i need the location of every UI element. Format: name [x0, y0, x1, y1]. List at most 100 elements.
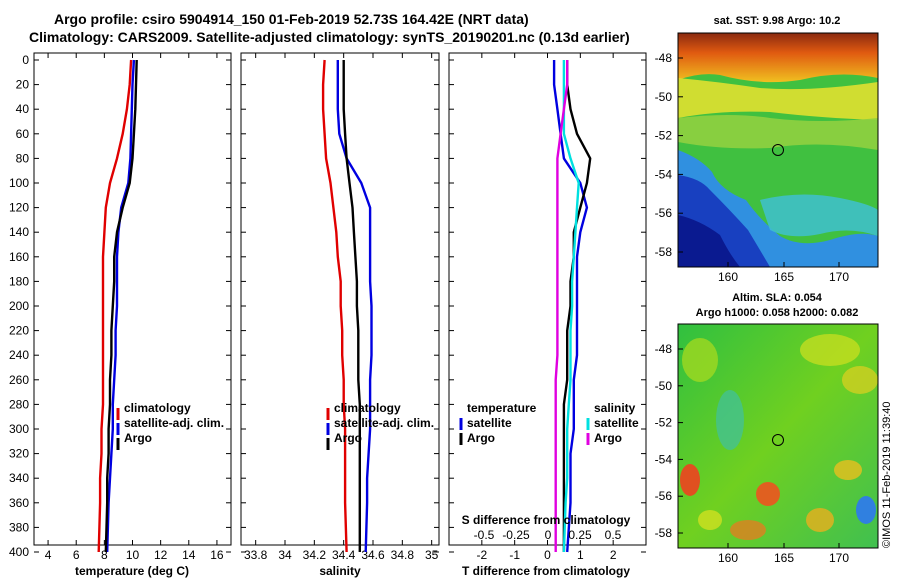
legend-argo-label: Argo [334, 431, 362, 445]
lat-tick-label: -48 [655, 51, 673, 65]
temperature-legend: climatology satellite-adj. clim. Argo [116, 401, 224, 450]
figure-title-line2: Climatology: CARS2009. Satellite-adjuste… [29, 29, 630, 45]
s-tick-label: 0 [545, 528, 552, 542]
series-line-satellite-adj-clim- [106, 59, 136, 553]
salinity-panel: 33.8 34 34.2 34.4 34.6 34.8 35 salinity climat… [240, 52, 440, 578]
temperature-xlabel: temperature (deg C) [75, 564, 189, 578]
lat-tick-label: -48 [655, 342, 673, 356]
lon-tick-label: 165 [774, 551, 794, 565]
sst-lat-axis: -48 -50 -52 -54 -56 -58 [655, 51, 683, 259]
x-tick-label: 34.8 [391, 548, 415, 562]
x-tick-label: 12 [154, 548, 168, 562]
temperature-series [97, 59, 138, 553]
depth-tick-label: 200 [9, 299, 29, 313]
depth-tick-label: 100 [9, 176, 29, 190]
depth-tick-label: 260 [9, 373, 29, 387]
legend-climatology-label: climatology [334, 401, 401, 415]
x-tick-label: 6 [73, 548, 80, 562]
legend-s-satellite-label: satellite [594, 416, 639, 430]
lat-tick-label: -54 [655, 452, 673, 466]
depth-tick-label: 380 [9, 520, 29, 534]
lat-tick-label: -52 [655, 416, 673, 430]
series-line-satellite-adj-clim- [336, 60, 373, 553]
sst-map-title: sat. SST: 9.98 Argo: 10.2 [714, 15, 841, 27]
depth-tick-label: 340 [9, 471, 29, 485]
x-tick-label: 34.6 [361, 548, 385, 562]
x-tick-label: 35 [425, 548, 439, 562]
lon-tick-label: 165 [774, 270, 794, 284]
legend-satellite-label: satellite-adj. clim. [124, 416, 224, 430]
depth-tick-label: 180 [9, 274, 29, 288]
x-tick-label: -1 [509, 548, 520, 562]
s-tick-label: -0.25 [502, 528, 530, 542]
depth-tick-label: 280 [9, 397, 29, 411]
s-tick-label: 0.5 [605, 528, 622, 542]
depth-tick-label: 360 [9, 496, 29, 510]
figure-title-line1: Argo profile: csiro 5904914_150 01-Feb-2… [54, 11, 529, 27]
depth-tick-label: 160 [9, 250, 29, 264]
depth-tick-label: 60 [16, 127, 30, 141]
sla-lat-axis: -48 -50 -52 -54 -56 -58 [655, 342, 683, 540]
s-tick-label: -0.5 [474, 528, 495, 542]
x-tick-label: 2 [610, 548, 617, 562]
s-difference-ticks: -0.5 -0.25 0 0.25 0.5 [474, 528, 622, 542]
lon-tick-label: 160 [718, 551, 738, 565]
x-tick-label: 34.4 [332, 548, 356, 562]
depth-tick-label: 400 [9, 545, 29, 559]
series-line-climatology [321, 59, 348, 553]
salinity-series [321, 59, 373, 553]
sla-lon-axis: 160 165 170 [718, 543, 849, 565]
lat-tick-label: -58 [655, 245, 673, 259]
legend-argo-label: Argo [124, 431, 152, 445]
lat-tick-label: -52 [655, 129, 673, 143]
series-line-s-satellite [562, 60, 580, 553]
legend-satellite-label: satellite-adj. clim. [334, 416, 434, 430]
depth-tick-label: 220 [9, 324, 29, 338]
sla-map-title: Altim. SLA: 0.054 [732, 292, 823, 304]
salinity-legend: climatology satellite-adj. clim. Argo [326, 401, 434, 450]
series-line-climatology [97, 59, 133, 553]
depth-tick-label: 80 [16, 151, 30, 165]
x-tick-label: 16 [210, 548, 224, 562]
depth-tick-label: 120 [9, 201, 29, 215]
sst-map-panel: sat. SST: 9.98 Argo: 10.2 -48 -50 -52 -54 -5… [655, 15, 879, 284]
lon-tick-label: 170 [829, 551, 849, 565]
sla-map-panel: Altim. SLA: 0.054 Argo h1000: 0.058 h200… [655, 292, 879, 565]
x-tick-label: 0 [544, 548, 551, 562]
legend-climatology-label: climatology [124, 401, 191, 415]
difference-panel: -2 -1 0 1 2 T difference from climatology S … [448, 52, 647, 578]
lat-tick-label: -50 [655, 379, 673, 393]
imos-watermark: ©IMOS 11-Feb-2019 11:39:40 [881, 401, 893, 548]
series-line-argo [104, 59, 138, 553]
x-tick-label: 4 [45, 548, 52, 562]
lat-tick-label: -58 [655, 526, 673, 540]
depth-tick-label: 140 [9, 225, 29, 239]
t-difference-xlabel: T difference from climatology [462, 564, 630, 578]
lat-tick-label: -56 [655, 489, 673, 503]
lon-tick-label: 170 [829, 270, 849, 284]
x-tick-label: 1 [577, 548, 584, 562]
lon-tick-label: 160 [718, 270, 738, 284]
t-difference-axis: -2 -1 0 1 2 [449, 53, 646, 562]
salinity-diff-legend: salinity satellite Argo [586, 401, 639, 445]
depth-tick-label: 20 [16, 78, 30, 92]
lat-tick-label: -50 [655, 90, 673, 104]
lat-tick-label: -56 [655, 206, 673, 220]
depth-axis: 0 20 40 60 80 100 120 140 160 180 200 220 240 260 280 3… [9, 53, 29, 559]
legend-salinity-title: salinity [594, 401, 636, 415]
depth-tick-label: 300 [9, 422, 29, 436]
x-tick-label: 34.2 [303, 548, 327, 562]
sst-lon-axis: 160 165 170 [718, 262, 849, 284]
x-tick-label: 34 [278, 548, 292, 562]
sla-map-subtitle: Argo h1000: 0.058 h2000: 0.082 [696, 307, 859, 319]
series-line-t-argo [562, 60, 592, 552]
x-tick-label: -2 [476, 548, 487, 562]
temperature-diff-legend: temperature satellite Argo [459, 401, 537, 445]
x-tick-label: 8 [101, 548, 108, 562]
legend-t-satellite-label: satellite [467, 416, 512, 430]
x-tick-label: 33.8 [244, 548, 268, 562]
temperature-panel: 0 20 40 60 80 100 120 140 160 180 200 220 240 260 280 3… [9, 52, 232, 578]
difference-series [552, 60, 592, 553]
temperature-axis: 4 6 8 10 12 14 16 [34, 53, 231, 562]
